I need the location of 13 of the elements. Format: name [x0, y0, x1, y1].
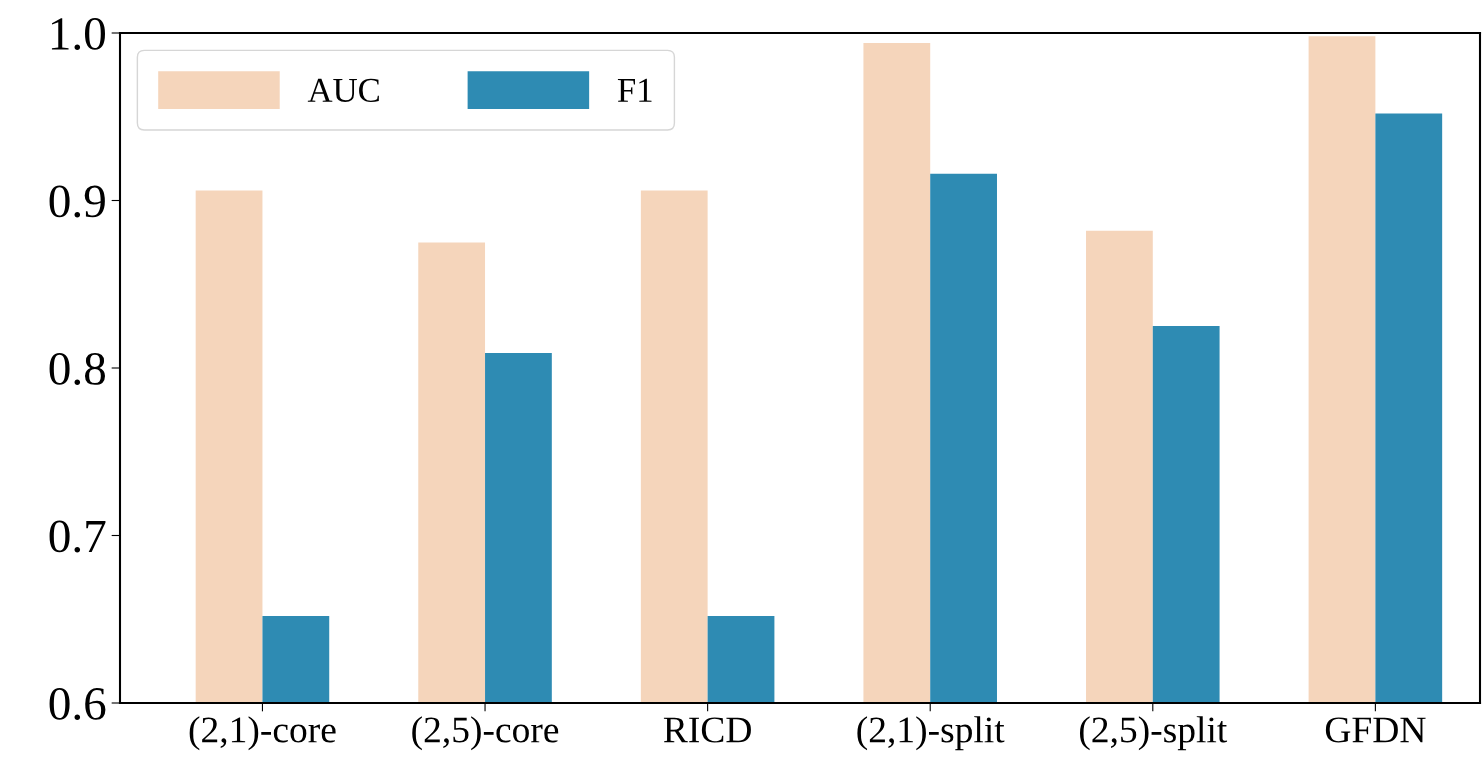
- legend-label: AUC: [307, 78, 379, 103]
- legend-label: F1: [617, 78, 652, 102]
- y-tick-label: 1.0: [51, 17, 106, 51]
- x-tick-label: (2,1)-split: [857, 716, 1005, 751]
- x-tick-label: (2,1)-core: [189, 716, 336, 751]
- x-tick-label: GFDN: [1325, 717, 1426, 743]
- x-tick-label: (2,5)-split: [1079, 716, 1228, 751]
- y-tick-label: 0.8: [49, 352, 106, 386]
- y-tick-label: 0.9: [49, 185, 105, 218]
- y-tick-label: 0.6: [49, 687, 106, 721]
- y-tick-label: 0.7: [49, 520, 106, 553]
- x-tick-label: RICD: [663, 717, 751, 743]
- x-tick-label: (2,5)-core: [412, 716, 559, 751]
